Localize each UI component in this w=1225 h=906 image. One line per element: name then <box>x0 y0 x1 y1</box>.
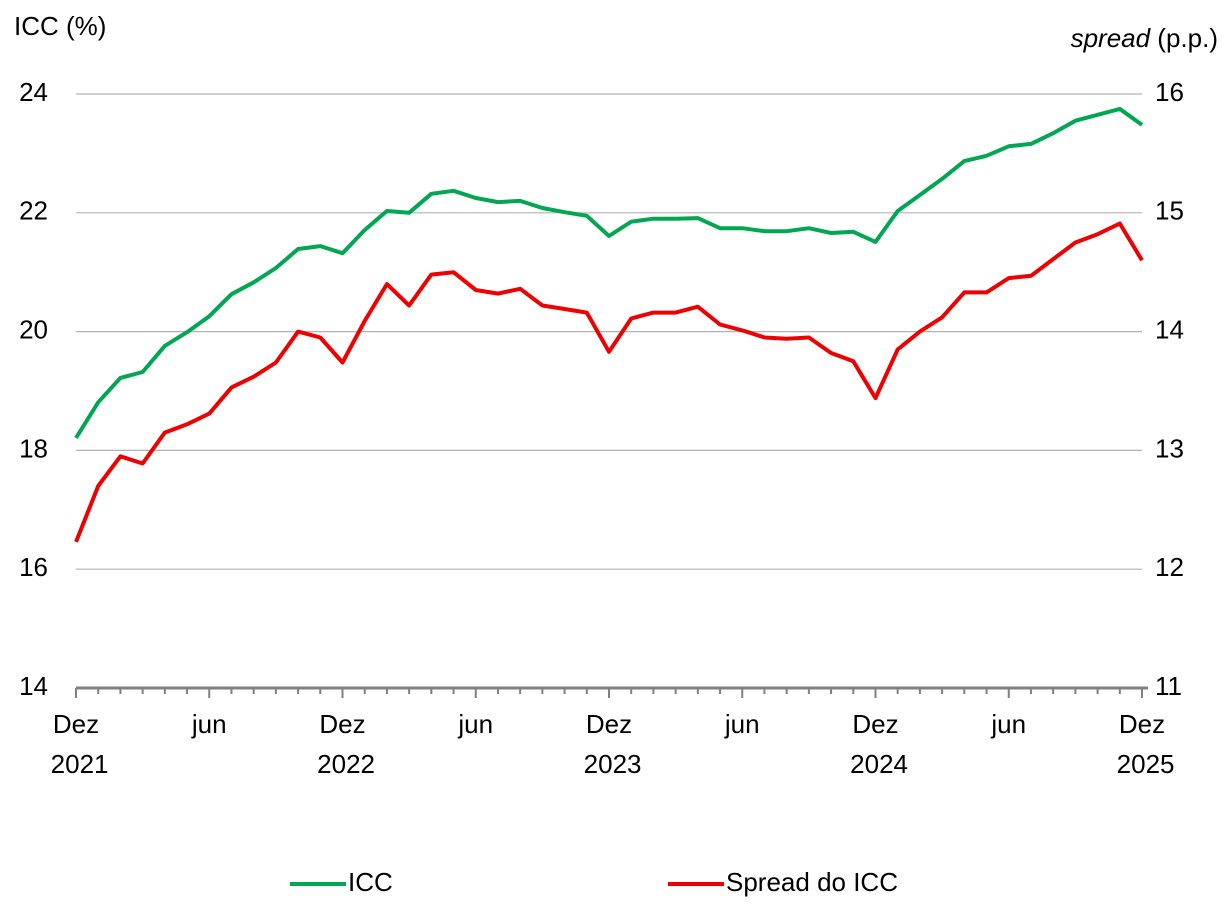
x-tick-label: jun <box>724 709 760 739</box>
legend-label: Spread do ICC <box>726 867 898 897</box>
y-tick-label: 16 <box>19 552 48 582</box>
x-tick-label: Dez 2025 <box>1109 709 1174 779</box>
x-tick-label: Dez 2023 <box>576 709 641 779</box>
series-line <box>74 106 1144 439</box>
y2-axis-label: spread (p.p.) <box>1071 23 1218 53</box>
x-tick-label: jun <box>191 709 227 739</box>
x-tick-label: jun <box>457 709 493 739</box>
x-tick-label: jun <box>990 709 1026 739</box>
y-tick-label: 18 <box>19 433 48 463</box>
y2-tick-label: 13 <box>1155 433 1184 463</box>
y-axis-label: ICC (%) <box>14 11 106 41</box>
y-tick-label: 24 <box>19 77 48 107</box>
y-tick-label: 22 <box>19 196 48 226</box>
y2-tick-label: 12 <box>1155 552 1184 582</box>
legend-label: ICC <box>348 867 393 897</box>
y2-tick-label: 11 <box>1155 671 1182 701</box>
y2-tick-label: 15 <box>1155 196 1184 226</box>
y-tick-label: 14 <box>19 671 48 701</box>
x-tick-label: Dez 2022 <box>310 709 375 779</box>
y2-tick-label: 14 <box>1155 314 1184 344</box>
series-line <box>74 221 1144 543</box>
y-tick-label: 20 <box>19 314 48 344</box>
x-tick-label: Dez 2024 <box>843 709 908 779</box>
y2-tick-label: 16 <box>1155 77 1184 107</box>
x-tick-label: Dez 2021 <box>43 709 108 779</box>
